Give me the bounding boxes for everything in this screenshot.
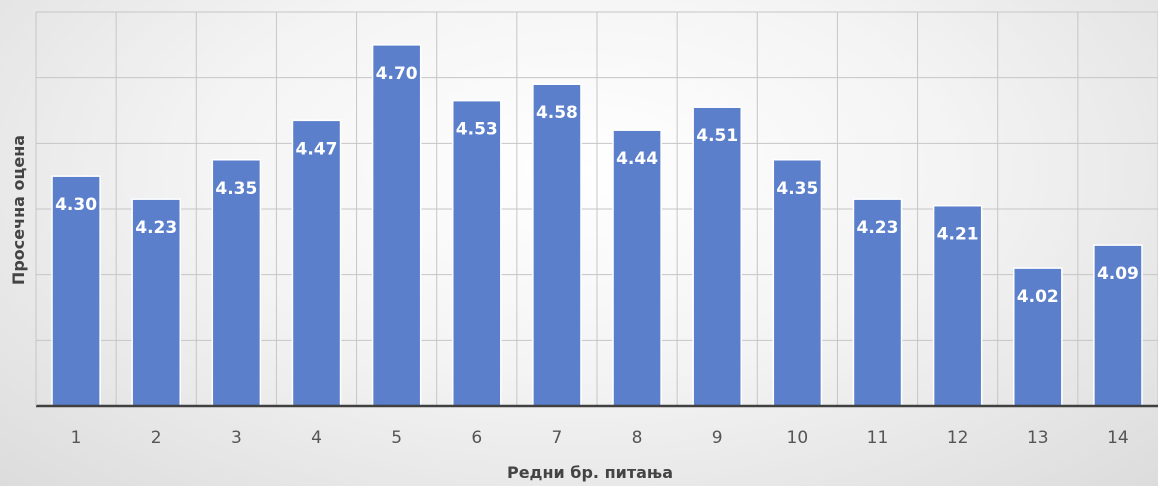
bar (291, 119, 342, 407)
bar (1012, 267, 1063, 407)
x-axis-title: Редни бр. питања (507, 463, 673, 482)
bar (852, 198, 903, 407)
data-label: 4.51 (696, 126, 738, 146)
data-label: 4.44 (616, 149, 658, 169)
x-tick-label: 3 (231, 428, 242, 448)
x-tick-label: 12 (947, 428, 969, 448)
x-tick-label: 9 (712, 428, 723, 448)
bar (371, 44, 422, 407)
bars (51, 44, 1143, 407)
x-tick-label: 2 (151, 428, 162, 448)
bar (932, 204, 983, 407)
x-tick-label: 7 (552, 428, 563, 448)
x-tick-label: 5 (391, 428, 402, 448)
data-label: 4.70 (376, 64, 418, 84)
x-tick-label: 10 (787, 428, 809, 448)
data-label: 4.35 (215, 179, 257, 199)
x-tick-label: 14 (1107, 428, 1129, 448)
data-label: 4.47 (296, 139, 338, 159)
x-tick-label: 11 (867, 428, 889, 448)
data-label: 4.02 (1017, 287, 1059, 307)
bar (451, 99, 502, 407)
bar (532, 83, 582, 407)
y-axis-title: Просечна оцена (9, 135, 28, 285)
bar (692, 106, 743, 407)
data-label: 4.58 (536, 103, 578, 123)
bar (612, 129, 662, 407)
bar (131, 198, 182, 407)
data-label: 4.09 (1097, 264, 1139, 284)
x-tick-label: 6 (471, 428, 482, 448)
bar (211, 159, 262, 407)
data-label: 4.23 (135, 218, 177, 238)
grid-lines (35, 11, 1158, 407)
x-tick-label: 1 (71, 428, 82, 448)
data-label: 4.35 (776, 179, 818, 199)
data-label: 4.53 (456, 120, 498, 140)
data-label: 4.21 (937, 225, 979, 245)
bar (51, 175, 101, 407)
x-tick-label: 4 (311, 428, 322, 448)
bar (1093, 244, 1143, 407)
x-tick-label: 13 (1027, 428, 1049, 448)
data-label: 4.30 (55, 195, 97, 215)
data-label: 4.23 (857, 218, 899, 238)
x-tick-labels: 1 2 3 4 5 6 7 8 9 10 11 12 13 14 (71, 428, 1129, 448)
x-tick-label: 8 (632, 428, 643, 448)
data-labels: 4.30 4.23 4.35 4.47 4.70 4.53 4.58 4.44 4.51 4.35… (55, 64, 1139, 307)
